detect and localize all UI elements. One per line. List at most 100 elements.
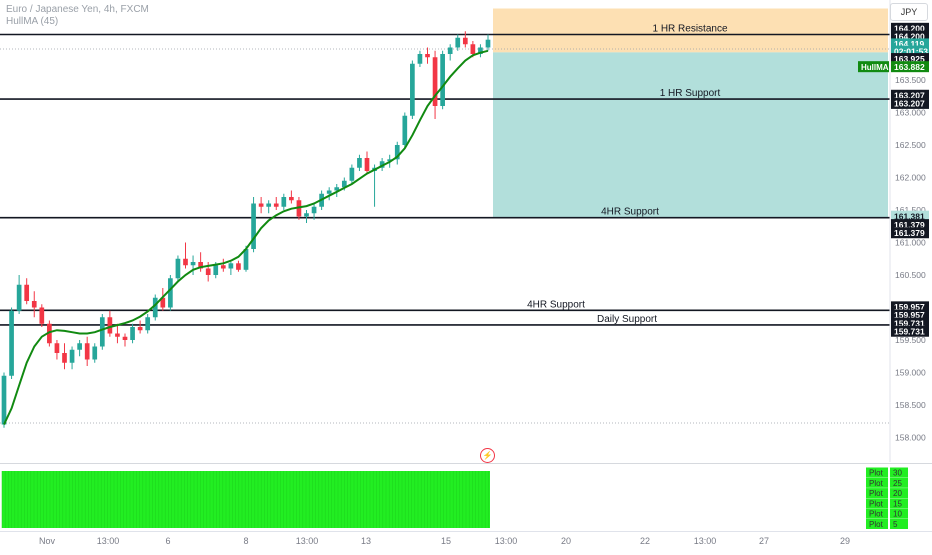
osc-name: Plot bbox=[869, 499, 884, 508]
price-tag bbox=[891, 53, 929, 65]
candle-body bbox=[470, 44, 476, 54]
candle-body bbox=[115, 333, 120, 337]
price-tag-text: 02:01:53 bbox=[894, 46, 928, 56]
x-tick-label: 13:00 bbox=[296, 536, 319, 546]
chart-legend: Euro / Japanese Yen, 4h, FXCM HullMA (45… bbox=[6, 4, 149, 28]
price-tag bbox=[891, 22, 929, 34]
y-tick-label: 159.000 bbox=[895, 368, 926, 378]
osc-value-tag bbox=[890, 508, 908, 519]
candle-body bbox=[251, 203, 256, 249]
candle-body bbox=[47, 323, 52, 344]
osc-value-tag bbox=[890, 467, 908, 478]
x-tick-label: 13:00 bbox=[97, 536, 120, 546]
price-tag-text: 161.379 bbox=[894, 220, 925, 230]
candle-body bbox=[334, 187, 340, 191]
price-tag-text: 163.207 bbox=[894, 90, 925, 100]
candle-body bbox=[243, 249, 249, 270]
y-tick-label: 161.500 bbox=[895, 205, 926, 215]
osc-name: Plot bbox=[869, 489, 884, 498]
x-tick-label: 13:00 bbox=[694, 536, 717, 546]
candle-body bbox=[190, 262, 196, 266]
candle-body bbox=[213, 265, 219, 275]
y-tick-label: 163.000 bbox=[895, 108, 926, 118]
candle-body bbox=[387, 159, 393, 162]
candle-body bbox=[349, 167, 355, 181]
price-tag-text: 161.381 bbox=[894, 211, 925, 221]
x-tick-label: 13 bbox=[361, 536, 371, 546]
price-tag-text: 164.119 bbox=[894, 39, 925, 49]
osc-value: 25 bbox=[893, 479, 902, 488]
candle-body bbox=[205, 268, 211, 275]
osc-value: 15 bbox=[893, 499, 902, 508]
x-tick-label: Nov bbox=[39, 536, 56, 546]
candle-body bbox=[9, 310, 14, 376]
candle-body bbox=[394, 145, 400, 160]
candle-body bbox=[54, 343, 60, 353]
y-tick-label: 162.000 bbox=[895, 173, 926, 183]
osc-name-tag bbox=[866, 467, 888, 478]
osc-value-tag bbox=[890, 519, 908, 529]
candle-body bbox=[77, 343, 82, 350]
price-tag bbox=[891, 210, 929, 222]
candle-body bbox=[220, 265, 226, 269]
price-tag-text: 163.925 bbox=[894, 54, 925, 64]
price-tag-text: 164.200 bbox=[894, 31, 925, 41]
hull-tag-text: HullMA bbox=[861, 63, 889, 72]
price-tag bbox=[891, 97, 929, 109]
x-tick-label: 27 bbox=[759, 536, 769, 546]
level-label: Daily Support bbox=[597, 314, 657, 325]
osc-name: Plot bbox=[869, 520, 884, 529]
candle-body bbox=[236, 263, 241, 270]
price-tag bbox=[891, 89, 929, 101]
price-tag bbox=[891, 317, 929, 329]
price-tag-text: 159.731 bbox=[894, 326, 925, 336]
candle-body bbox=[341, 180, 347, 188]
y-tick-label: 158.000 bbox=[895, 433, 926, 443]
price-tag bbox=[891, 227, 929, 239]
price-tag bbox=[891, 30, 929, 42]
candle-body bbox=[168, 278, 173, 308]
price-tag-text: 163.882 bbox=[894, 62, 925, 72]
candle-body bbox=[145, 317, 151, 331]
candle-body bbox=[99, 317, 105, 347]
osc-value-tag bbox=[890, 498, 908, 509]
hull-tag bbox=[858, 61, 889, 73]
x-tick-label: 13:00 bbox=[495, 536, 518, 546]
osc-value: 10 bbox=[893, 510, 902, 519]
symbol-title: Euro / Japanese Yen, 4h, FXCM bbox=[6, 4, 149, 15]
candle-body bbox=[447, 47, 453, 54]
price-tag-text: 164.200 bbox=[894, 24, 925, 34]
candle-body bbox=[16, 284, 22, 311]
candle-body bbox=[410, 63, 415, 116]
candle-body bbox=[266, 203, 272, 207]
currency-button[interactable]: JPY bbox=[890, 3, 928, 21]
candle-body bbox=[455, 37, 461, 48]
candle-body bbox=[402, 115, 408, 145]
osc-value: 5 bbox=[893, 520, 898, 529]
y-tick-label: 160.500 bbox=[895, 270, 926, 280]
candle-body bbox=[92, 346, 98, 360]
candle-body bbox=[326, 190, 332, 194]
candle-body bbox=[160, 297, 166, 308]
candle-body bbox=[69, 349, 75, 363]
candle-body bbox=[281, 197, 287, 207]
candle-body bbox=[24, 284, 30, 301]
candle-body bbox=[485, 39, 491, 48]
y-tick-label: 163.500 bbox=[895, 75, 926, 85]
candle-body bbox=[478, 47, 483, 54]
osc-name-tag bbox=[866, 488, 888, 499]
candle-body bbox=[440, 54, 445, 106]
price-tag-text: 159.731 bbox=[894, 318, 925, 328]
lightning-icon[interactable]: ⚡ bbox=[480, 448, 495, 463]
x-tick-label: 29 bbox=[840, 536, 850, 546]
osc-name-tag bbox=[866, 508, 888, 519]
osc-name: Plot bbox=[869, 510, 884, 519]
candle-body bbox=[84, 343, 90, 360]
osc-name-tag bbox=[866, 477, 888, 488]
osc-name: Plot bbox=[869, 469, 884, 478]
candle-body bbox=[425, 54, 430, 58]
price-tag bbox=[891, 301, 929, 313]
price-tag-text: 163.207 bbox=[894, 99, 925, 109]
